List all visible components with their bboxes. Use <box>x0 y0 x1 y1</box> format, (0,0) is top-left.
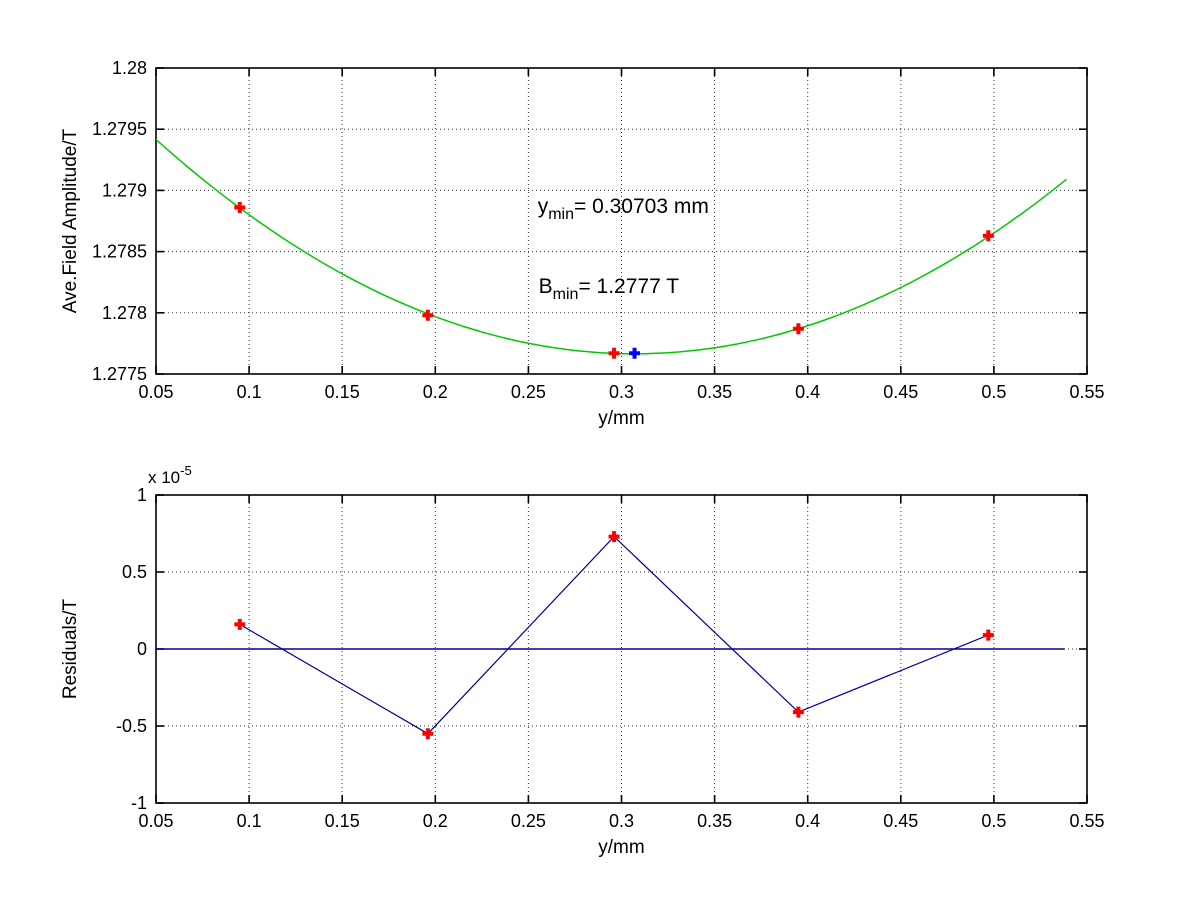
x-tick-label: 0.15 <box>325 811 360 831</box>
x-tick-label: 0.05 <box>138 811 173 831</box>
y-tick-label: 1.279 <box>102 180 147 200</box>
residual-line-marker <box>234 618 246 630</box>
field-amplitude-plot: 0.05 0.1 0.15 0.2 0.25 0.3 0.35 0.4 0.45 0.5 0.55 1… <box>60 58 1105 429</box>
bmin-annotation: Bmin= 1.2777 T <box>539 275 680 303</box>
x-tick-label: 0.05 <box>138 382 173 402</box>
x-tick-label: 0.25 <box>511 811 546 831</box>
residual-line-marker <box>422 728 434 740</box>
x-tick-label: 0.25 <box>511 382 546 402</box>
y-axis-exponent: x 10-5 <box>148 463 192 487</box>
ymin-annotation: ymin= 0.30703 mm <box>538 195 709 223</box>
fit-minimum-point-marker <box>629 347 641 359</box>
x-tick-label: 0.4 <box>795 382 820 402</box>
residual-line <box>239 535 989 735</box>
measured-field-points-marker <box>792 323 804 335</box>
x-tick-label: 0.2 <box>423 811 448 831</box>
x-tick-label: 0.5 <box>981 811 1006 831</box>
y-tick-label: 1.2795 <box>92 119 147 139</box>
y-axis-label: Ave.Field Amplitude/T <box>60 128 81 313</box>
x-tick-label: 0.2 <box>423 382 448 402</box>
x-tick-label: 0.35 <box>697 382 732 402</box>
x-tick-label: 0.5 <box>981 382 1006 402</box>
y-tick-label: 0.5 <box>122 562 147 582</box>
x-tick-label: 0.45 <box>883 382 918 402</box>
x-axis-label: y/mm <box>598 408 644 429</box>
x-tick-label: 0.55 <box>1069 382 1104 402</box>
y-tick-label: 0 <box>137 639 147 659</box>
y-tick-label: 1.2775 <box>92 364 147 384</box>
x-tick-label: 0.4 <box>795 811 820 831</box>
y-tick-label: 1.28 <box>112 58 147 78</box>
y-tick-label: 1.2785 <box>92 242 147 262</box>
residual-line-marker <box>792 706 804 718</box>
residuals-plot: 0.05 0.1 0.15 0.2 0.25 0.3 0.35 0.4 0.45 0.5 0.55 -… <box>60 463 1105 858</box>
x-tick-label: 0.3 <box>609 811 634 831</box>
measured-field-points-marker <box>608 347 620 359</box>
measured-field-points-marker <box>234 202 246 214</box>
measured-field-points-marker <box>422 309 434 321</box>
residual-line-marker <box>608 531 620 543</box>
x-tick-label: 0.45 <box>883 811 918 831</box>
y-tick-label: -0.5 <box>116 716 147 736</box>
x-tick-label: 0.1 <box>237 811 262 831</box>
x-tick-label: 0.35 <box>697 811 732 831</box>
x-axis-label: y/mm <box>598 837 644 858</box>
residual-line-marker <box>982 629 994 641</box>
y-tick-label: 1.278 <box>102 303 147 323</box>
measured-field-points-marker <box>982 230 994 242</box>
y-axis-label: Residuals/T <box>60 598 81 699</box>
x-tick-label: 0.3 <box>609 382 634 402</box>
parabolic-fit-curve <box>155 138 1067 355</box>
x-tick-label: 0.15 <box>325 382 360 402</box>
y-tick-label: 1 <box>137 485 147 505</box>
x-tick-label: 0.1 <box>237 382 262 402</box>
y-tick-label: -1 <box>131 793 147 813</box>
x-tick-label: 0.55 <box>1069 811 1104 831</box>
